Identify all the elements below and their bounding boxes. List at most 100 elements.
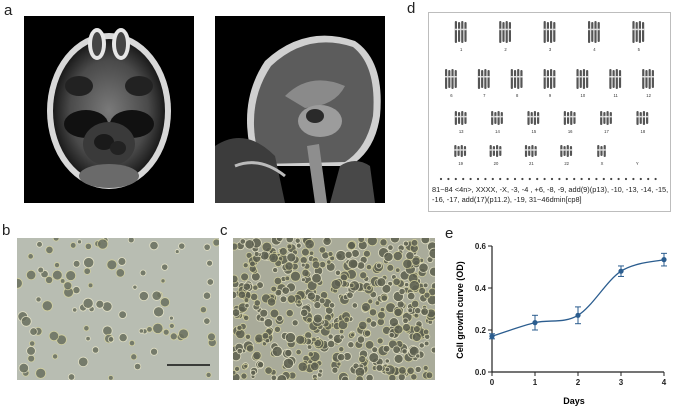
- chromosome: [461, 111, 464, 125]
- cell: [401, 348, 408, 355]
- cell: [306, 291, 316, 301]
- chromosome-number: 3: [549, 47, 552, 52]
- growth-curve-line: [491, 259, 665, 337]
- double-minute: [491, 177, 494, 181]
- chromosome: [454, 111, 457, 125]
- chromosome: [533, 111, 537, 125]
- cell: [369, 320, 378, 328]
- chromosome: [597, 22, 600, 42]
- chromosome: [497, 111, 500, 125]
- cell: [178, 328, 189, 340]
- cell: [153, 306, 165, 318]
- cell: [359, 271, 368, 280]
- cell: [308, 250, 315, 256]
- cell: [347, 258, 359, 270]
- chromosome-number: 13: [459, 129, 464, 134]
- chromosome: [642, 22, 645, 42]
- cell: [331, 366, 339, 374]
- cell: [380, 294, 388, 302]
- cell: [203, 317, 211, 325]
- chromosome: [615, 69, 618, 89]
- cell: [301, 268, 310, 278]
- double-minute: [476, 177, 480, 181]
- chromosome-number: 8: [516, 93, 519, 98]
- cell: [357, 238, 365, 243]
- cell: [87, 282, 94, 289]
- chromosome: [576, 69, 579, 89]
- cell: [418, 342, 425, 349]
- chromosome: [508, 22, 511, 42]
- chromosome: [502, 22, 505, 42]
- cell: [174, 249, 180, 254]
- chromosome: [582, 69, 586, 89]
- cell: [377, 310, 386, 320]
- chromosome: [517, 69, 520, 89]
- chromosome: [553, 22, 556, 42]
- chromosome-number: 14: [495, 129, 500, 134]
- cell: [257, 361, 265, 369]
- chromosome: [454, 70, 457, 88]
- chromosome: [457, 146, 460, 156]
- cell: [414, 307, 422, 315]
- chromosome-number: 20: [494, 161, 499, 166]
- cell: [237, 290, 247, 299]
- cell: [259, 316, 265, 323]
- cell: [422, 282, 429, 289]
- cell: [149, 240, 159, 251]
- chromosome: [451, 69, 454, 89]
- cell: [244, 239, 255, 250]
- cell: [367, 298, 374, 305]
- cell: [388, 373, 397, 380]
- cell: [326, 339, 336, 349]
- cell: [18, 362, 30, 374]
- chromosome: [546, 70, 549, 88]
- chromosome: [569, 146, 573, 156]
- cell: [318, 368, 324, 374]
- cell: [244, 302, 250, 309]
- double-minute: [528, 177, 531, 181]
- cell: [252, 284, 259, 291]
- cell: [408, 280, 420, 292]
- chromosome: [594, 21, 597, 43]
- chromosome-number: 7: [483, 93, 486, 98]
- cell: [69, 242, 77, 249]
- double-minute: [550, 177, 554, 181]
- chromosome: [588, 21, 591, 43]
- cell: [25, 269, 37, 281]
- cell: [35, 296, 42, 303]
- chromosome: [464, 22, 467, 42]
- cell: [429, 266, 435, 277]
- cell: [26, 346, 36, 356]
- chromosome: [639, 112, 642, 124]
- cell: [371, 346, 379, 354]
- chromosome: [489, 145, 492, 157]
- chromosome: [543, 21, 546, 43]
- cell: [118, 310, 127, 319]
- cell: [326, 259, 332, 265]
- cell: [351, 249, 360, 258]
- cell: [388, 317, 399, 328]
- chromosome: [534, 146, 537, 156]
- cell: [284, 261, 294, 271]
- cell: [259, 308, 269, 318]
- chromosome: [500, 112, 503, 124]
- y-tick-label: 0.0: [475, 368, 487, 377]
- cell: [261, 332, 270, 340]
- cell: [146, 326, 153, 333]
- cell: [384, 358, 390, 364]
- chromosome: [638, 21, 641, 43]
- cell: [236, 347, 243, 355]
- double-minute: [580, 177, 583, 181]
- chromosome: [491, 111, 494, 125]
- cell: [97, 238, 109, 250]
- cell: [386, 263, 395, 272]
- chromosome: [528, 146, 531, 156]
- cell: [117, 257, 127, 266]
- panel-label-c: c: [220, 222, 228, 239]
- double-minute: [587, 177, 591, 181]
- cell: [381, 283, 392, 294]
- chromosome-number: 10: [581, 93, 586, 98]
- double-minute: [632, 177, 635, 181]
- cell: [422, 365, 429, 371]
- cell: [128, 339, 136, 347]
